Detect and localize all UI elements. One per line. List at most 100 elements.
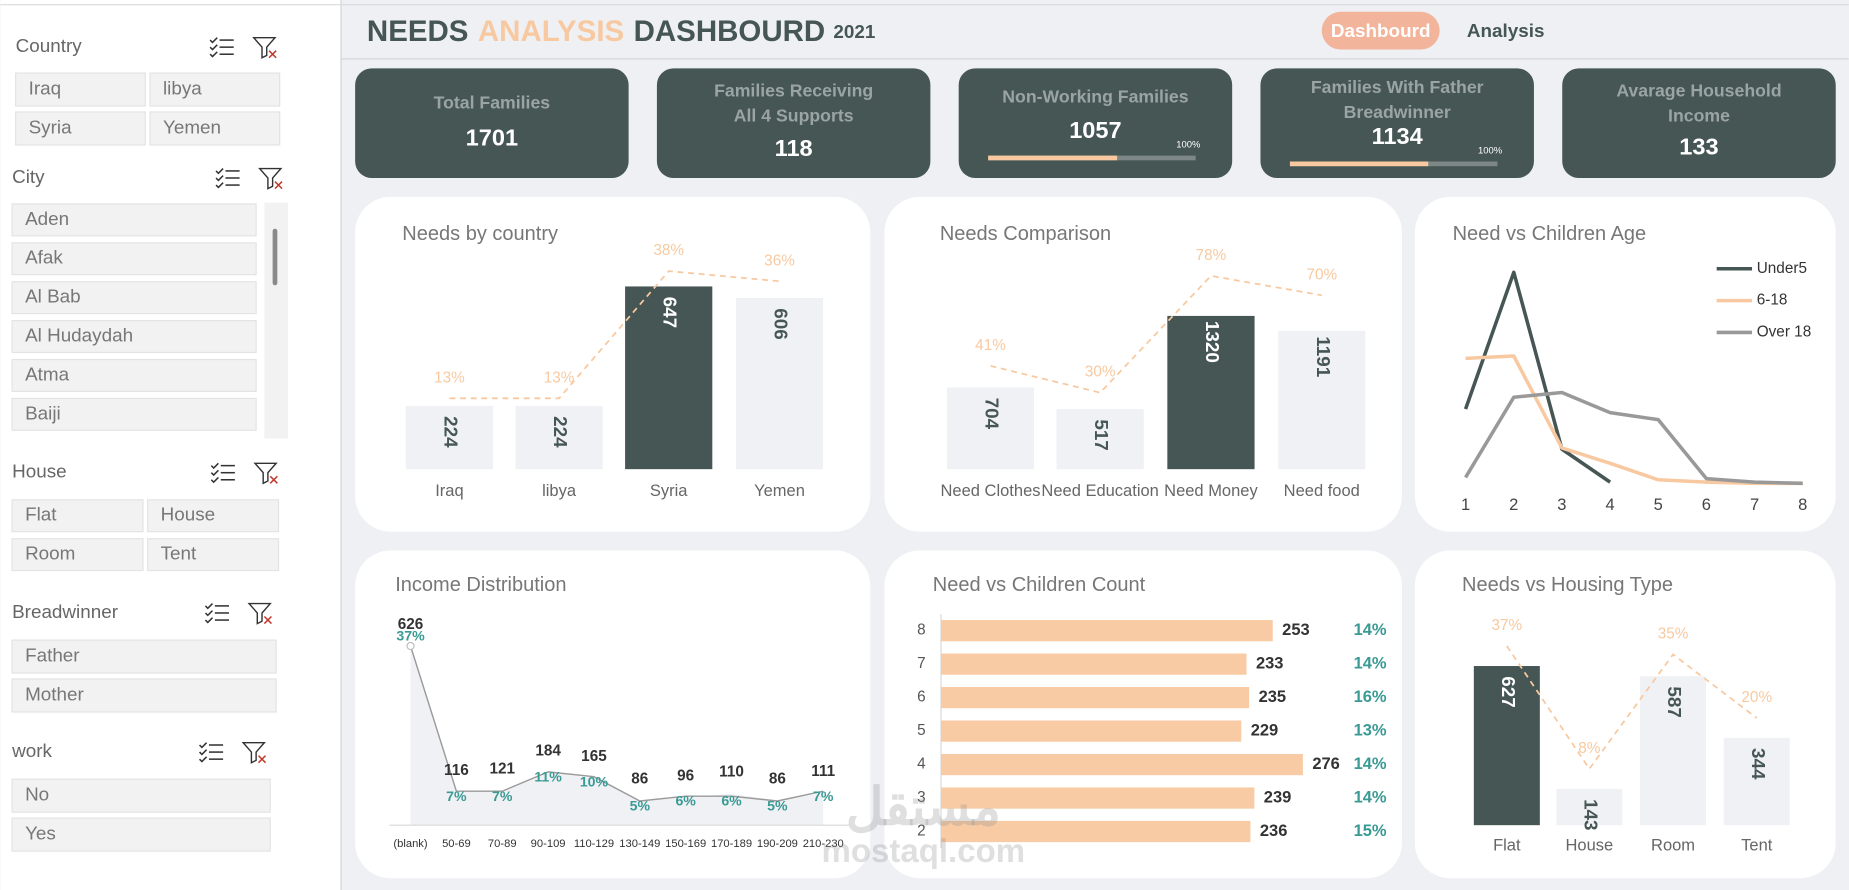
slicer-item[interactable] [11,203,257,237]
legend-label: Over 18 [1757,323,1811,340]
slicer-title: House [12,461,67,482]
icon-filter[interactable] [252,37,277,59]
x-tick-label: 8 [1798,496,1807,514]
slicer-item[interactable] [11,817,271,852]
slicer-item-label: Al Bab [25,286,81,307]
icon-check [210,476,219,484]
legend-label: Under5 [1757,260,1807,277]
x-tick-label: 7 [1750,496,1759,514]
category-label: 190-209 [757,838,798,850]
slicer-item[interactable] [11,538,144,572]
bar [941,687,1250,709]
category-label: 4 [917,756,926,773]
percent-label: 7% [446,788,467,804]
category-label: 70-89 [488,838,517,850]
scrollbar-thumb[interactable] [272,228,278,286]
value-label: 86 [631,770,648,787]
chart-title: Needs by country [402,223,558,245]
tab[interactable]: Analysis [1467,20,1545,41]
icon-filter[interactable] [241,741,266,764]
series-line [1463,270,1612,484]
category-label: 210-230 [803,838,844,850]
percent-label: 6% [675,793,696,809]
category-label: 130-149 [619,838,660,850]
icon-x [269,475,278,484]
slicer-item[interactable] [11,281,257,315]
icon-check [210,462,219,470]
title-part: NEEDS [367,15,469,48]
slicer-item[interactable] [147,538,280,572]
bar-value-label: 224 [440,416,461,448]
slicer-item-label: Iraq [29,78,62,99]
slicer-title: Country [16,35,83,56]
bar-value-label: 1191 [1313,336,1334,377]
sidebar [0,0,341,890]
slicer-item-label: Al Hudaydah [25,325,133,346]
icon-check [210,469,219,477]
percent-label: 14% [1354,788,1387,806]
slicer-item-label: Baiji [25,402,61,423]
chart-title: Needs Comparison [940,223,1111,245]
percent-label: 78% [1196,247,1227,264]
category-label: Need Education [1041,482,1158,500]
category-label: libya [542,482,577,500]
series-line [1464,390,1803,486]
title-year: 2021 [833,21,875,42]
percent-label: 8% [1578,740,1601,757]
kpi-label: Breadwinner [1344,102,1451,122]
slicer-item[interactable] [11,639,277,674]
icon-check [215,168,224,175]
slicer-item[interactable] [11,320,257,354]
kpi-bar-label: 100% [1176,138,1201,149]
icon-check [204,603,214,610]
value-label: 276 [1312,755,1340,773]
slicer-item[interactable] [149,72,281,107]
kpi-card [1562,68,1836,178]
scrollbar-track [264,202,288,439]
kpi-card [1260,68,1534,178]
chart-title: Needs vs Housing Type [1462,574,1673,596]
kpi-card [958,68,1233,178]
percent-label: 14% [1354,654,1387,672]
slicer-item[interactable] [11,499,144,533]
slicer-item-label: Yemen [163,116,221,137]
kpi-value: 133 [1679,134,1718,160]
icon-filter[interactable] [258,167,283,190]
kpi-value: 1134 [1372,123,1423,149]
tab-active[interactable] [1321,11,1440,50]
point-marker [406,641,415,651]
percent-label: 30% [1085,364,1116,381]
value-label: 229 [1251,721,1279,739]
icon-filter[interactable] [253,462,278,485]
title-part: DASHBOURD [634,15,826,48]
category-label: 150-169 [665,838,706,850]
slicer-item[interactable] [149,111,281,146]
percent-line [449,270,780,400]
percent-label: 38% [653,242,684,259]
slicer-item[interactable] [15,111,146,146]
slicer-item[interactable] [147,499,280,533]
category-label: 170-189 [711,838,752,850]
bar-value-label: 587 [1664,686,1685,717]
value-label: 239 [1264,788,1292,806]
bar [941,820,1251,843]
category-label: 90-109 [531,838,566,850]
percent-label: 5% [767,798,788,814]
bar-value-label: 224 [550,416,571,448]
slicer-item[interactable] [11,678,277,713]
kpi-value: 1701 [466,124,518,150]
category-label: Need Clothes [941,482,1041,500]
tab[interactable]: Dashbourd [1331,20,1431,41]
kpi-bar [988,155,1118,161]
icon-filter[interactable] [247,602,272,625]
category-label: 8 [917,622,926,639]
slicer-item[interactable] [11,358,257,392]
slicer-item[interactable] [11,397,257,431]
slicer-item-label: Aden [25,208,69,229]
slicer-item[interactable] [11,242,257,276]
slicer-item[interactable] [11,778,271,813]
category-label: Need Money [1164,482,1258,500]
slicer-item[interactable] [15,72,146,107]
category-label: (blank) [393,838,427,850]
